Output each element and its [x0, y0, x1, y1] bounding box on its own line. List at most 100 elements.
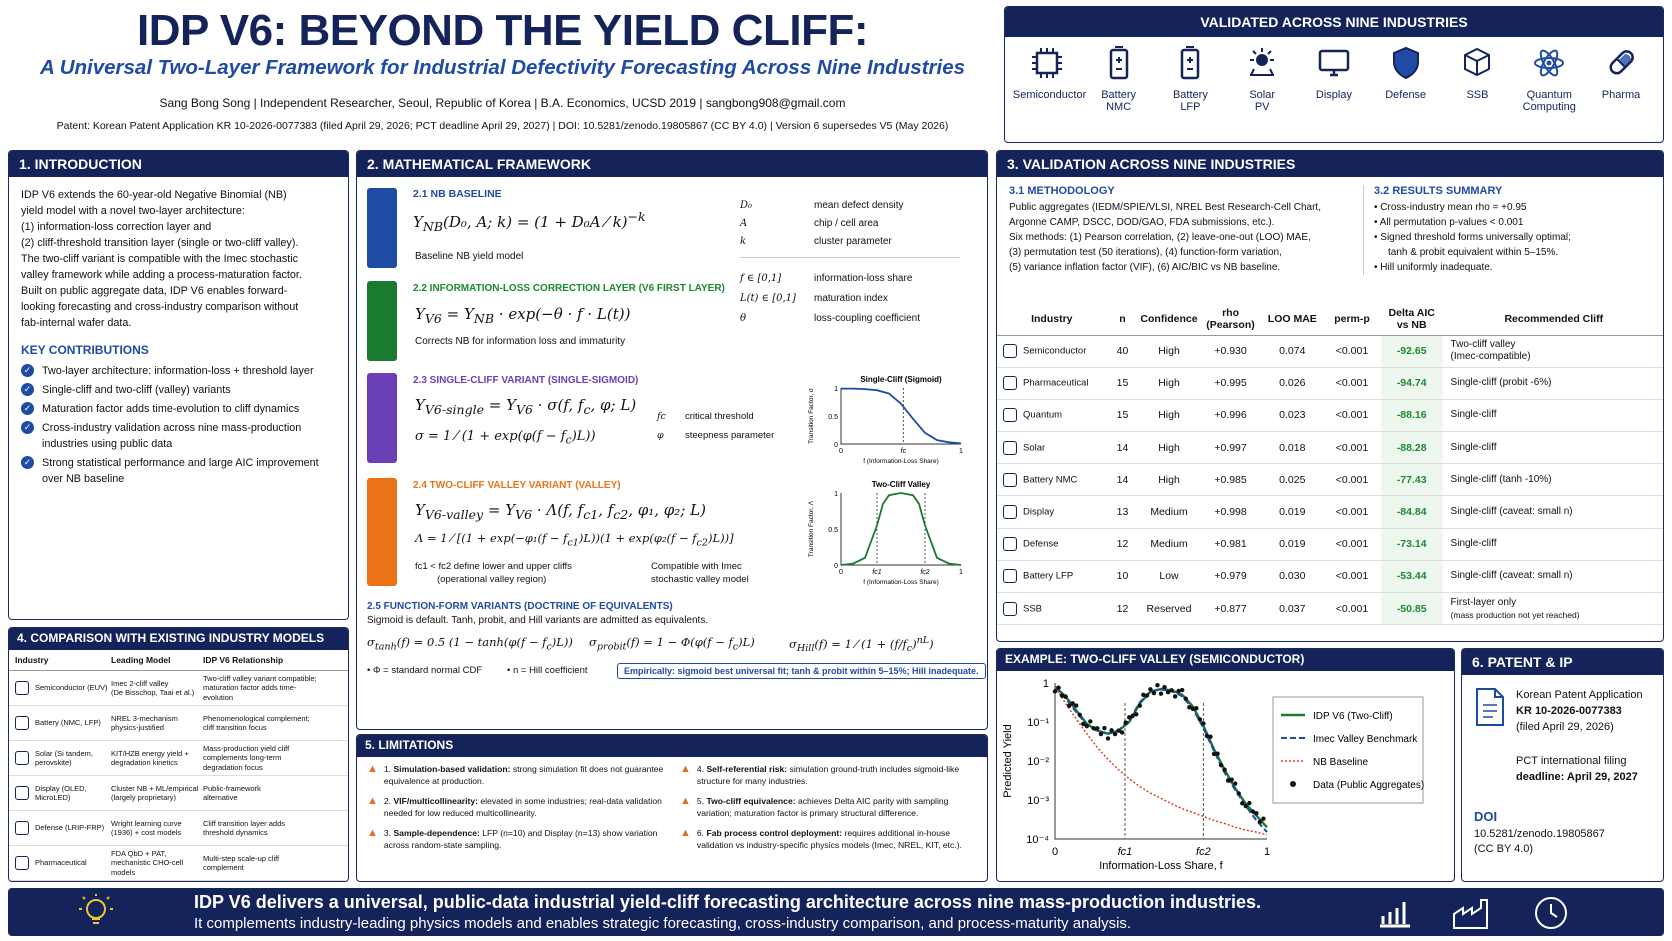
- limitation-item: ▲ 5. Two-cliff equivalence: achieves Delt…: [680, 795, 977, 819]
- industry-label: Solar: [1249, 89, 1276, 101]
- data-point: [1151, 690, 1157, 696]
- validation-cell: +0.998: [1199, 495, 1262, 529]
- comparison-cell-line: Wright learning curve: [111, 818, 182, 828]
- comparison-industry-name: Defense (LRIP-FRP): [35, 823, 105, 833]
- data-point: [1074, 703, 1079, 708]
- comparison-panel: 4. COMPARISON WITH EXISTING INDUSTRY MOD…: [8, 627, 349, 882]
- variable-row: θ loss-coupling coefficient: [740, 309, 980, 329]
- methodology-block: 3.1 METHODOLOGY Public aggregates (IEDM/…: [1009, 185, 1354, 275]
- comparison-relationship: Multi-step scale-up cliff complement: [203, 854, 323, 873]
- comparison-industry: Pharmaceutical: [15, 856, 111, 870]
- comparison-industry-name: Pharmaceutical: [35, 858, 87, 868]
- data-point: [1204, 733, 1210, 739]
- validation-col-header: perm-p: [1323, 303, 1381, 336]
- validation-cliff-line: Single-cliff (probit -6%): [1450, 377, 1552, 389]
- comparison-table: Industry Leading Model IDP V6 Relationship…: [9, 650, 348, 881]
- results-block: 3.2 RESULTS SUMMARY • Cross-industry mea…: [1363, 185, 1658, 275]
- s1-caption: Baseline NB yield model: [415, 251, 524, 262]
- result-line: tanh & probit equivalent within 5–15%.: [1388, 247, 1559, 258]
- data-point: [1229, 777, 1234, 782]
- data-point: [1112, 731, 1118, 737]
- bar-chart-icon: [1380, 902, 1410, 928]
- data-point: [1059, 693, 1065, 698]
- limitation-text: 3. Sample-dependence: LFP (n=10) and Dis…: [384, 827, 664, 851]
- validation-row: Solar 14 High +0.997 0.018 <0.001 -88.28 Single…: [997, 431, 1663, 465]
- footer-line1: IDP V6 delivers a universal, public-data…: [194, 892, 1261, 912]
- s2-variables: f ∈ [0,1] information-loss share L(t) ∈ [0…: [740, 269, 980, 329]
- validation-industry: Battery LFP: [997, 560, 1107, 594]
- comparison-industry-name: Solar (Si tandem, perovskite): [35, 748, 93, 768]
- validation-col-header: Industry: [997, 303, 1107, 336]
- method-line: Public aggregates (IEDM/SPIE/VLSI, NREL …: [1009, 202, 1321, 213]
- warning-icon: ▲: [680, 827, 691, 839]
- validation-industry-name: Solar: [1023, 442, 1046, 454]
- variable-desc: cluster parameter: [814, 236, 892, 247]
- comparison-cell-line: degradation focus: [203, 762, 263, 772]
- threshold-label: fc2: [920, 569, 929, 576]
- limitation-detail: LFP (n=10) and Display (n=13) show varia…: [383, 828, 658, 850]
- validation-cell: 0.026: [1261, 367, 1324, 400]
- comparison-relationship: Mass-production yield cliff complements l…: [203, 744, 323, 773]
- s1-title: 2.1 NB BASELINE: [413, 188, 502, 200]
- data-point: [1183, 696, 1188, 701]
- comparison-row: Semiconductor (EUV) Imec 2-cliff valley (D…: [9, 671, 348, 706]
- validation-aic: -88.28: [1380, 431, 1443, 465]
- threshold-label: fc1: [1118, 846, 1133, 858]
- contribution-line: Two-layer architecture: information-loss…: [42, 365, 314, 377]
- data-point: [1091, 726, 1097, 731]
- battery-icon: [1003, 472, 1017, 487]
- data-point: [1063, 694, 1068, 699]
- validation-row: Defense 12 Medium +0.981 0.019 <0.001 -73.14 Si…: [997, 528, 1663, 561]
- validation-header: 3. VALIDATION ACROSS NINE INDUSTRIES: [997, 151, 1663, 177]
- data-point: [1215, 751, 1220, 756]
- validation-cell: <0.001: [1323, 431, 1381, 465]
- y-tick-label: 10⁻²: [1027, 756, 1049, 768]
- validation-cell: 0.019: [1261, 528, 1324, 561]
- legend-swatch: [1290, 781, 1296, 787]
- validation-cell: Medium: [1138, 495, 1200, 529]
- contribution-text: Single-cliff and two-cliff (valley) vari…: [42, 382, 231, 398]
- validation-row: Semiconductor 40 High +0.930 0.074 <0.001 -92.…: [997, 335, 1663, 368]
- contribution-item: ✓ Cross-industry validation across nine m…: [21, 420, 336, 452]
- limitation-detail: strong simulation fit does not guarantee…: [383, 764, 664, 786]
- comparison-industry-name: Semiconductor (EUV): [35, 683, 108, 693]
- hill-equation: σHill(f) = 1 ⁄ (1 + (f/fc)nL): [789, 635, 934, 655]
- variable-symbol: D₀: [740, 200, 753, 211]
- validation-cell: +0.877: [1199, 592, 1262, 626]
- s2-title: 2.2 INFORMATION-LOSS CORRECTION LAYER (V…: [413, 283, 725, 294]
- s4-note1b: (operational valley region): [437, 574, 547, 585]
- data-point: [1194, 706, 1199, 711]
- industry-icons: Semiconductor Battery NMC Battery LFP Solar PV…: [1005, 37, 1663, 113]
- validation-cell: <0.001: [1323, 560, 1381, 594]
- limitation-num: 2.: [383, 796, 394, 806]
- data-point: [1105, 736, 1111, 741]
- data-point: [1098, 731, 1104, 737]
- validation-cliff-line: Single-cliff (caveat: small n): [1450, 570, 1573, 582]
- variable-symbol: A: [740, 218, 748, 229]
- validation-industry: Pharmaceutical: [997, 367, 1107, 400]
- validation-industry: Solar: [997, 431, 1107, 465]
- validation-cell: Medium: [1138, 528, 1200, 561]
- validation-col-header: Confidence: [1138, 303, 1200, 336]
- section-marker-purple: [367, 373, 397, 463]
- validation-cell: <0.001: [1323, 399, 1381, 433]
- contribution-item: ✓ Two-layer architecture: information-los…: [21, 363, 336, 379]
- data-point: [1201, 721, 1206, 726]
- key-contributions-list: ✓ Two-layer architecture: information-los…: [9, 359, 348, 494]
- factory-icon: [1453, 899, 1488, 929]
- data-point: [1176, 688, 1181, 694]
- math-panel: 2. MATHEMATICAL FRAMEWORK 2.1 NB BASELIN…: [356, 150, 988, 730]
- comparison-relationship: Public-framework alternative: [203, 784, 323, 803]
- industries-panel: VALIDATED ACROSS NINE INDUSTRIES Semicon…: [1004, 6, 1664, 143]
- result-line: • Signed threshold forms universally opt…: [1374, 232, 1571, 243]
- validation-cell: <0.001: [1323, 463, 1381, 497]
- warning-icon: ▲: [367, 763, 378, 775]
- intro-line: fab-internal wafer data.: [21, 317, 132, 329]
- validation-row: Quantum 15 High +0.996 0.023 <0.001 -88.16 Sing…: [997, 399, 1663, 433]
- validation-cell: <0.001: [1323, 592, 1381, 626]
- intro-line: Built on public aggregate data, IDP V6 e…: [21, 285, 288, 297]
- nb-equation: YNB(D₀, A; k) = (1 + D₀A ⁄ k)−k: [413, 209, 646, 234]
- introduction-panel: 1. INTRODUCTION IDP V6 extends the 60-ye…: [8, 150, 349, 620]
- limitations-list: ▲ 1. Simulation-based validation: strong …: [357, 757, 987, 865]
- plot-title: Single-Cliff (Sigmoid): [860, 375, 942, 384]
